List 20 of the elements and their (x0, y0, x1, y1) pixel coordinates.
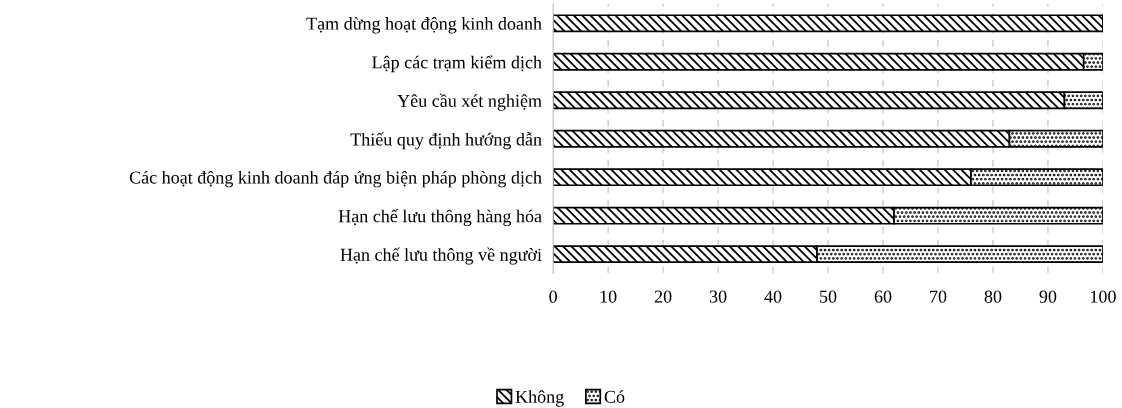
y-tick-label: Tạm dừng hoạt động kinh doanh (306, 17, 542, 34)
legend-label: Có (604, 390, 625, 403)
x-tick-label: 100 (1090, 290, 1116, 303)
y-tick-label: Các hoạt động kinh doanh đáp ứng biện pháp phòng dịch (129, 170, 542, 188)
x-tick-label: 50 (820, 290, 837, 303)
y-tick-label: Lập các trạm kiểm dịch (372, 55, 542, 73)
x-tick-label: 60 (874, 290, 892, 303)
y-tick-label: Hạn chế lưu thông hàng hóa (338, 209, 542, 227)
x-tick-label: 0 (549, 290, 557, 303)
y-tick-label: Hạn chế lưu thông về người (340, 247, 542, 265)
x-tick-label: 30 (709, 290, 727, 303)
x-tick-label: 20 (654, 290, 672, 303)
x-tick-label: 40 (764, 290, 782, 303)
y-tick-label: Thiếu quy định hướng dẫn (350, 132, 542, 150)
y-tick-label: Yêu cầu xét nghiệm (397, 93, 542, 111)
legend-label: Không (515, 390, 564, 407)
x-tick-label: 10 (600, 290, 617, 303)
x-tick-label: 70 (930, 290, 947, 303)
x-tick-label: 80 (984, 290, 1002, 303)
x-tick-label: 90 (1039, 290, 1057, 303)
